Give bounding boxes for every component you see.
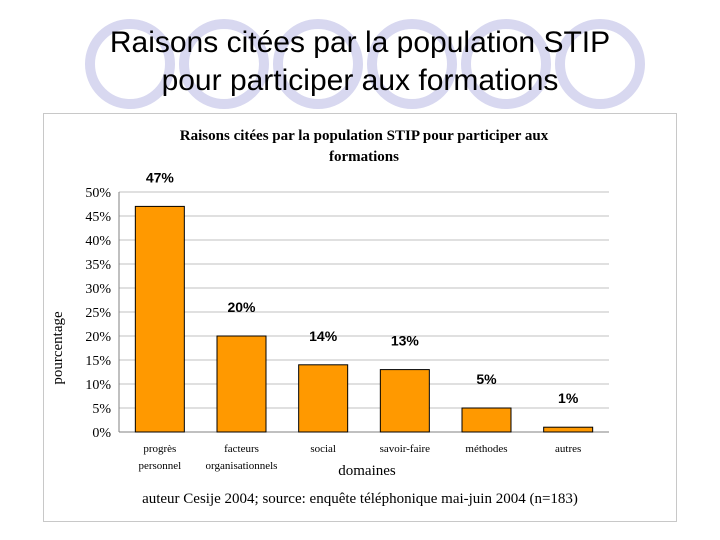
data-label: 47% [146, 169, 175, 185]
bar [379, 369, 430, 433]
slide-title-line-1: Raisons citées par la population STIP [109, 26, 611, 59]
y-tick-label: 25% [85, 306, 111, 321]
x-tick-label: autres [555, 443, 581, 455]
x-tick-label: savoir-faire [380, 443, 431, 455]
y-tick-label: 15% [85, 354, 111, 369]
y-axis-label: pourcentage [50, 311, 66, 385]
data-label: 13% [391, 333, 420, 349]
data-label: 20% [227, 299, 256, 315]
y-tick-label: 40% [85, 234, 111, 249]
y-tick-label: 45% [85, 210, 111, 225]
bar [461, 407, 512, 433]
x-axis-label: domaines [338, 463, 396, 479]
bar [134, 205, 185, 433]
source-note: auteur Cesije 2004; source: enquête télé… [142, 491, 578, 507]
y-tick-label: 5% [92, 402, 111, 417]
slide-title-line-2: pour participer aux formations [161, 64, 559, 97]
y-tick-label: 20% [85, 330, 111, 345]
data-label: 14% [309, 328, 338, 344]
bar [216, 335, 267, 433]
decorative-rings [85, 19, 645, 109]
y-tick-label: 10% [85, 378, 111, 393]
chart-title: Raisons citées par la population STIP po… [104, 126, 624, 168]
x-tick-label: progrès [143, 443, 176, 455]
x-tick-label: méthodes [465, 443, 507, 455]
x-tick-label: facteurs [224, 443, 259, 455]
y-tick-label: 50% [85, 186, 111, 201]
x-tick-label: organisationnels [206, 460, 278, 472]
y-tick-label: 35% [85, 258, 111, 273]
slide-title: Raisons citées par la population STIP po… [0, 24, 720, 100]
x-tick-label: personnel [138, 460, 181, 472]
chart-frame: 0% 5% 10% 15% 20% 25% 30% 35% 40% 45% 50% 47% progrè… [43, 113, 677, 522]
chart-title-line-2: formations [329, 149, 399, 165]
bar [543, 426, 594, 433]
y-tick-label: 30% [85, 282, 111, 297]
x-tick-label: social [310, 443, 336, 455]
bar-chart: 0% 5% 10% 15% 20% 25% 30% 35% 40% 45% 50% 47% progrè… [85, 169, 609, 472]
bar [298, 364, 349, 433]
chart-title-line-1: Raisons citées par la population STIP po… [179, 128, 549, 144]
y-tick-label: 0% [92, 426, 111, 441]
data-label: 5% [476, 371, 497, 387]
data-label: 1% [558, 390, 579, 406]
